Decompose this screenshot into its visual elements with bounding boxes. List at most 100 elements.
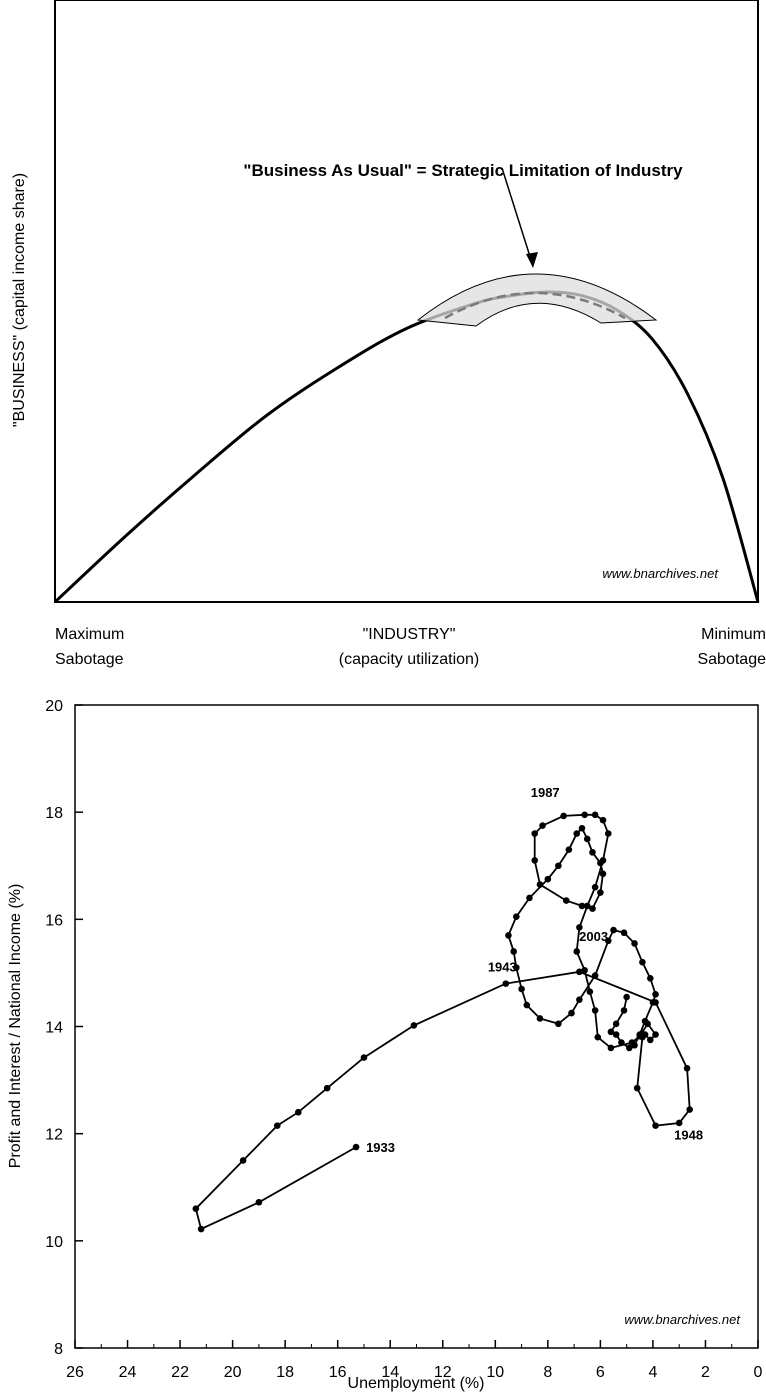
data-point — [623, 993, 630, 1001]
data-point — [555, 862, 562, 870]
data-point — [531, 857, 539, 864]
x-tick-label: 6 — [596, 1364, 605, 1381]
top-chart-curve — [53, 290, 760, 604]
annotation-arrow-shaft — [501, 167, 534, 267]
x-center-label-line1: "INDUSTRY" — [363, 626, 456, 643]
x-tick-label: 8 — [543, 1364, 552, 1381]
bottom-chart-watermark: www.bnarchives.net — [624, 1312, 741, 1327]
data-point — [683, 1064, 691, 1072]
data-point — [560, 812, 567, 820]
x-tick-label: 14 — [381, 1364, 399, 1381]
data-point — [510, 948, 517, 955]
data-point — [536, 881, 544, 888]
data-point — [591, 1007, 599, 1014]
x-tick-label: 24 — [119, 1364, 137, 1381]
data-point — [646, 1036, 654, 1044]
data-point — [641, 1031, 649, 1038]
data-point — [597, 859, 604, 867]
data-point — [197, 1225, 205, 1233]
top-chart-y-axis-label: "BUSINESS" (capital income share) — [11, 173, 28, 427]
data-point — [581, 966, 588, 974]
data-point — [675, 1119, 683, 1127]
x-tick-label: 10 — [486, 1364, 504, 1381]
data-point — [636, 1031, 644, 1038]
year-label: 1987 — [531, 785, 560, 800]
data-point — [652, 991, 659, 998]
data-point — [686, 1106, 693, 1113]
data-point — [620, 929, 628, 937]
data-point — [631, 1041, 638, 1049]
data-point — [578, 824, 586, 832]
data-point — [239, 1157, 247, 1164]
year-labels: 1933 1943 1948 1987 2003 — [366, 785, 703, 1155]
data-point — [586, 988, 594, 995]
y-tick-label: 8 — [54, 1341, 63, 1358]
x-tick-label: 2 — [701, 1364, 710, 1381]
data-point — [573, 830, 581, 837]
data-point — [583, 902, 591, 910]
data-point — [192, 1205, 200, 1212]
top-chart-frame — [54, 0, 759, 603]
year-label: 1948 — [674, 1128, 703, 1143]
data-point — [599, 816, 607, 824]
top-chart: "Business As Usual" = Strategic Limitati… — [11, 0, 766, 668]
data-point — [597, 889, 604, 896]
data-point — [604, 830, 612, 837]
x-right-label-line1: Minimum — [701, 626, 766, 643]
data-point — [555, 1020, 562, 1028]
top-chart-watermark: www.bnarchives.net — [602, 566, 719, 581]
data-point — [589, 905, 596, 912]
data-point — [652, 1122, 659, 1129]
data-point — [591, 883, 599, 891]
data-point — [576, 924, 583, 931]
data-point — [531, 830, 539, 837]
data-point — [610, 926, 617, 934]
year-label: 2003 — [579, 929, 608, 944]
data-point — [573, 948, 581, 955]
series-points — [192, 811, 693, 1233]
data-point — [641, 1017, 649, 1025]
x-tick-label: 12 — [434, 1364, 452, 1381]
data-point — [544, 875, 552, 883]
data-point — [607, 1044, 615, 1052]
data-point — [625, 1044, 633, 1052]
x-tick-label: 22 — [171, 1364, 189, 1381]
data-point — [594, 1033, 602, 1041]
x-left-label-line1: Maximum — [55, 626, 124, 643]
data-point — [578, 902, 586, 910]
data-point — [294, 1108, 302, 1116]
x-tick-label: 26 — [66, 1364, 84, 1381]
year-label: 1943 — [488, 960, 517, 975]
data-point — [255, 1198, 263, 1206]
data-point — [539, 822, 546, 829]
year-label: 1933 — [366, 1140, 395, 1155]
data-point — [513, 964, 520, 971]
y-tick-label: 20 — [45, 698, 63, 715]
data-point — [502, 980, 510, 987]
data-point — [612, 1020, 620, 1028]
y-tick-label: 10 — [45, 1234, 63, 1251]
data-point — [618, 1039, 625, 1046]
x-tick-label: 4 — [648, 1364, 657, 1381]
x-center-label-line2: (capacity utilization) — [339, 651, 480, 668]
data-point — [513, 913, 520, 920]
data-point — [591, 972, 599, 979]
data-point — [649, 999, 657, 1006]
data-point — [633, 1084, 641, 1092]
data-point — [583, 835, 591, 843]
y-tick-label: 12 — [45, 1127, 63, 1144]
data-point — [576, 996, 583, 1004]
x-tick-label: 18 — [276, 1364, 294, 1381]
data-point — [576, 968, 583, 976]
x-tick-label: 16 — [329, 1364, 347, 1381]
data-point — [352, 1143, 360, 1151]
x-right-label-line2: Sabotage — [697, 651, 766, 668]
y-tick-label: 16 — [45, 912, 63, 929]
data-point — [612, 1031, 620, 1038]
data-point — [591, 811, 599, 819]
data-point — [518, 985, 525, 993]
x-axis-ticks: 26 24 22 20 18 16 14 12 10 8 6 4 2 0 — [66, 1340, 763, 1381]
annotation-arrow-head — [526, 252, 538, 268]
